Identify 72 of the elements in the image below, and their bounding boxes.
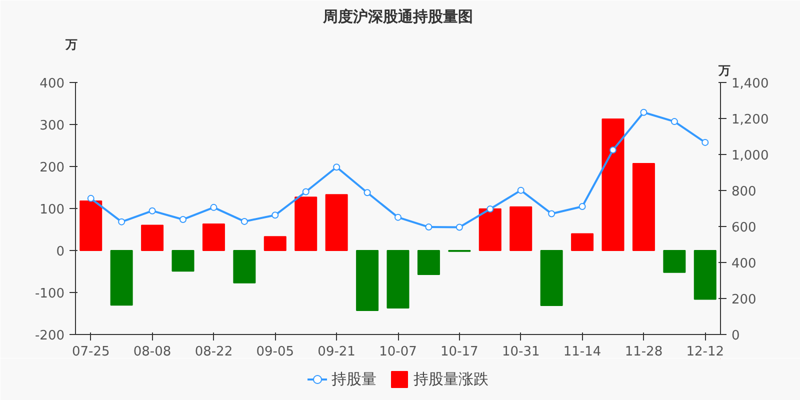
y-axis-title: 万	[64, 38, 78, 52]
x-tick-label: 09-21	[318, 344, 356, 360]
x-tick-label: 08-22	[194, 344, 233, 360]
point	[240, 218, 248, 225]
bar	[540, 250, 563, 306]
point	[517, 186, 524, 194]
point	[87, 194, 94, 202]
point	[425, 224, 432, 231]
y2-tick-label: 600	[732, 220, 756, 236]
bar	[294, 196, 318, 251]
x-tick-label: 07-25	[72, 344, 110, 360]
y-tick-label: -100	[34, 286, 65, 302]
y2-tick-label: 800	[732, 184, 756, 200]
point	[364, 189, 371, 196]
bar	[386, 250, 410, 309]
bar	[571, 233, 594, 251]
bar	[510, 206, 532, 251]
point	[610, 146, 616, 154]
y-tick-label: 0	[56, 244, 65, 260]
x-tick-label: 10-17	[440, 344, 478, 360]
x-tick-label: 11-14	[563, 344, 602, 360]
bar	[325, 194, 348, 251]
bar	[233, 250, 256, 284]
chart-title: 周度沪深股通持股量图	[322, 8, 473, 26]
bar	[80, 200, 102, 251]
bar	[694, 250, 716, 300]
y2-tick-label: 0	[732, 328, 740, 344]
bar	[602, 118, 624, 251]
point	[670, 118, 678, 126]
bar	[663, 250, 686, 273]
bar	[110, 250, 133, 306]
x-tick-label: 09-05	[256, 344, 294, 360]
point	[548, 210, 556, 218]
point	[394, 214, 402, 221]
bar	[202, 224, 225, 251]
y2-axis-title: 万	[718, 64, 730, 78]
bar	[264, 236, 286, 251]
bar	[632, 163, 655, 251]
y-tick-label: -200	[34, 328, 65, 344]
point	[118, 218, 126, 226]
point	[272, 212, 279, 219]
y2-tick-label: 200	[732, 292, 756, 308]
point	[148, 207, 156, 214]
bar	[356, 250, 379, 312]
point	[578, 203, 586, 210]
bar	[141, 224, 164, 251]
y-tick-label: 200	[40, 160, 65, 176]
y2-tick-label: 1,000	[732, 148, 769, 164]
x-tick-label: 11-28	[624, 344, 663, 360]
legend-label: 持股量涨跌	[414, 370, 488, 388]
x-tick-label: 10-07	[379, 344, 417, 360]
y2-tick-label: 1,200	[732, 112, 769, 128]
x-tick-label: 10-31	[502, 344, 540, 360]
y-tick-label: 300	[40, 118, 65, 134]
x-tick-label: 12-12	[686, 344, 724, 360]
point	[302, 188, 310, 196]
point	[702, 138, 709, 146]
x-tick-label: 08-08	[133, 344, 172, 360]
bar	[478, 208, 502, 251]
point	[486, 206, 494, 213]
y2-tick-label: 1,400	[732, 76, 769, 92]
point	[333, 164, 340, 171]
point	[456, 224, 463, 231]
point	[640, 108, 648, 116]
bar	[172, 250, 194, 272]
legend-label: 持股量	[332, 370, 376, 388]
point	[180, 216, 186, 223]
y2-tick-label: 400	[732, 256, 756, 272]
y-tick-label: 400	[40, 76, 65, 92]
bar	[417, 250, 440, 275]
point	[210, 204, 218, 211]
y-tick-label: 100	[40, 202, 65, 218]
